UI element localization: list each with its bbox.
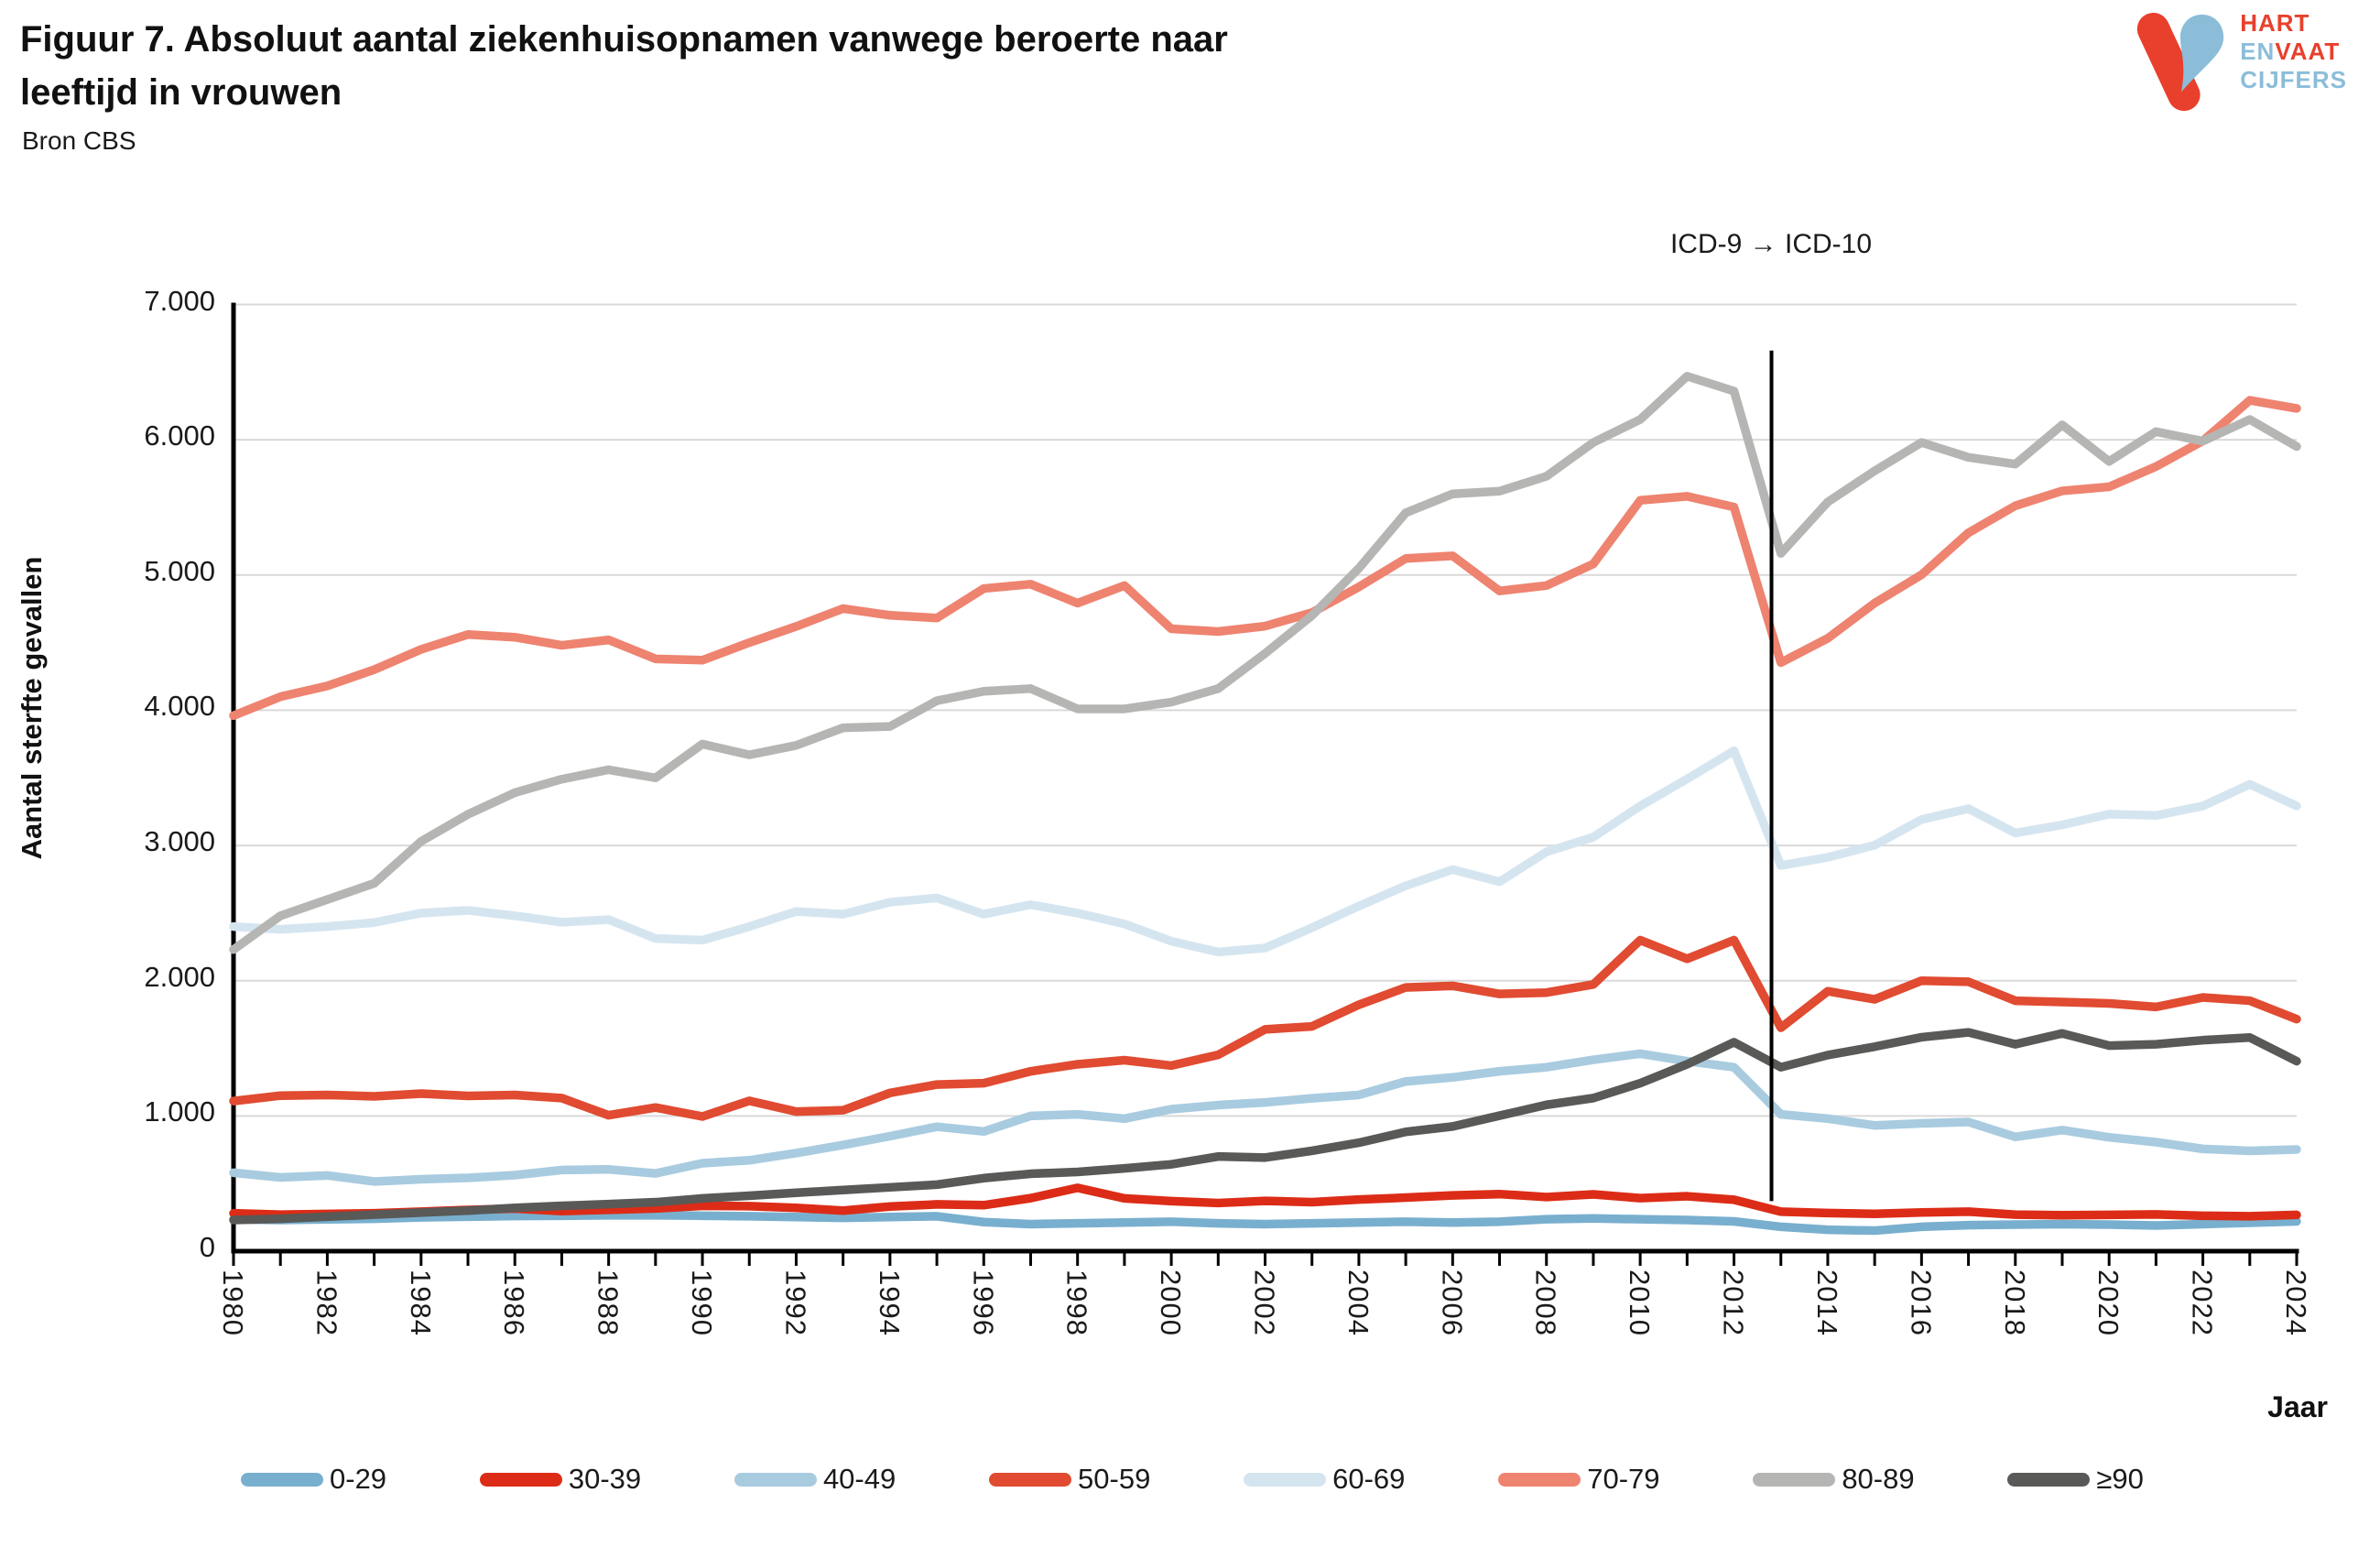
x-tick-label: 2010 xyxy=(1624,1269,1657,1336)
legend-item-30-39: 30-39 xyxy=(479,1463,642,1496)
series-line-0-29 xyxy=(229,1211,2301,1236)
series-line-80-89 xyxy=(229,372,2301,954)
x-tick-label: 2024 xyxy=(2280,1269,2312,1336)
y-tick-label: 7.000 xyxy=(144,284,215,317)
hartenvaatcijfers-logo: HART ENVAAT CIJFERS xyxy=(2134,9,2347,117)
x-tick-label: 2018 xyxy=(1998,1269,2031,1336)
heart-v-logo-icon xyxy=(2136,12,2224,112)
logo-blue-drop xyxy=(2180,14,2224,93)
legend-item-≥90: ≥90 xyxy=(2007,1463,2144,1496)
x-axis-label: Jaar xyxy=(2267,1390,2328,1423)
x-tick-label: 2006 xyxy=(1436,1269,1469,1336)
y-tick-label: 3.000 xyxy=(144,825,215,858)
x-tick-label: 2022 xyxy=(2186,1269,2219,1336)
source-label: Bron CBS xyxy=(22,126,136,155)
chart-legend: 0-29 30-39 40-49 50-59 60-69 70-79 80-89 ≥90 xyxy=(241,1463,2144,1496)
legend-swatch xyxy=(1498,1472,1581,1487)
legend-swatch xyxy=(1753,1472,1836,1487)
title-line-1: Figuur 7. Absoluut aantal ziekenhuisopna… xyxy=(20,19,1228,60)
x-tick-label: 1998 xyxy=(1060,1269,1093,1336)
legend-item-50-59: 50-59 xyxy=(989,1463,1150,1496)
x-tick-label: 2002 xyxy=(1248,1269,1281,1336)
x-tick-label: 2014 xyxy=(1810,1269,1843,1336)
x-tick-label: 1982 xyxy=(310,1269,343,1336)
series-line-≥90 xyxy=(229,1028,2301,1225)
logo-text: HART ENVAAT CIJFERS xyxy=(2240,9,2347,94)
logo-word-hart: HART xyxy=(2240,9,2310,37)
x-tick-label: 1988 xyxy=(592,1269,625,1336)
legend-label: 80-89 xyxy=(1842,1463,1915,1495)
legend-label: ≥90 xyxy=(2096,1463,2144,1495)
logo-word-en: EN xyxy=(2240,38,2276,65)
y-tick-label: 2.000 xyxy=(144,960,215,993)
legend-label: 0-29 xyxy=(330,1463,387,1495)
legend-swatch xyxy=(479,1472,562,1487)
x-tick-label: 1980 xyxy=(217,1269,249,1336)
x-tick-label: 2012 xyxy=(1717,1269,1750,1336)
x-tick-label: 2020 xyxy=(2092,1269,2125,1336)
legend-item-40-49: 40-49 xyxy=(734,1463,896,1496)
legend-label: 40-49 xyxy=(822,1463,897,1495)
series-line-60-69 xyxy=(229,746,2301,957)
x-tick-label: 1992 xyxy=(779,1269,812,1336)
x-tick-label: 2004 xyxy=(1342,1269,1375,1336)
legend-label: 50-59 xyxy=(1078,1463,1151,1495)
legend-label: 30-39 xyxy=(568,1463,642,1495)
title-line-2: leeftijd in vrouwen xyxy=(20,72,342,113)
legend-item-0-29: 0-29 xyxy=(241,1463,386,1496)
x-tick-label: 2016 xyxy=(1905,1269,1938,1336)
x-tick-label: 1986 xyxy=(498,1269,531,1336)
y-tick-label: 5.000 xyxy=(144,554,215,587)
logo-red-stroke xyxy=(2136,12,2201,112)
x-tick-label: 1994 xyxy=(873,1269,906,1336)
legend-swatch xyxy=(2007,1472,2091,1487)
logo-word-cijfers: CIJFERS xyxy=(2240,66,2347,93)
x-tick-label: 1996 xyxy=(967,1269,1000,1336)
x-tick-label: 1990 xyxy=(686,1269,719,1336)
x-tick-label: 1984 xyxy=(404,1269,437,1336)
legend-swatch xyxy=(734,1472,817,1487)
series-line-40-49 xyxy=(229,1049,2301,1186)
x-tick-label: 2000 xyxy=(1155,1269,1188,1336)
legend-item-80-89: 80-89 xyxy=(1753,1463,1915,1496)
legend-item-60-69: 60-69 xyxy=(1244,1463,1405,1496)
y-tick-label: 4.000 xyxy=(144,690,215,723)
y-tick-label: 1.000 xyxy=(144,1095,215,1128)
legend-swatch xyxy=(1244,1472,1327,1487)
legend-swatch xyxy=(241,1472,323,1487)
legend-label: 60-69 xyxy=(1332,1463,1406,1495)
icd-transition-annotation: ICD-9 → ICD-10 xyxy=(1669,229,1873,259)
legend-label: 70-79 xyxy=(1587,1463,1660,1495)
page-title: Figuur 7. Absoluut aantal ziekenhuisopna… xyxy=(20,13,1228,119)
y-tick-label: 0 xyxy=(199,1231,215,1263)
x-tick-label: 2008 xyxy=(1529,1269,1562,1336)
y-tick-label: 6.000 xyxy=(144,419,215,452)
logo-word-vaat: VAAT xyxy=(2275,38,2341,65)
legend-item-70-79: 70-79 xyxy=(1498,1463,1660,1496)
series-line-50-59 xyxy=(229,935,2301,1121)
series-line-30-39 xyxy=(229,1183,2301,1221)
legend-swatch xyxy=(989,1472,1072,1487)
series-line-70-79 xyxy=(229,396,2301,721)
